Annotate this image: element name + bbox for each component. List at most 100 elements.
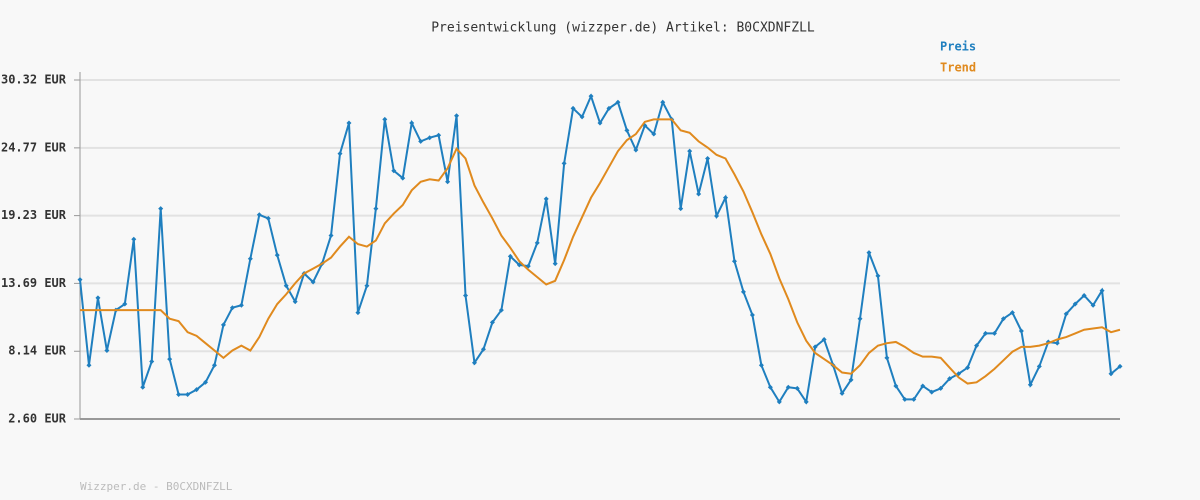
point-marker	[1072, 301, 1078, 307]
point-marker	[687, 148, 693, 154]
point-marker	[624, 127, 630, 133]
point-marker	[364, 283, 370, 289]
point-marker	[884, 355, 890, 361]
point-marker	[561, 160, 567, 166]
point-marker	[758, 362, 764, 368]
point-marker	[95, 295, 101, 301]
point-marker	[767, 384, 773, 390]
point-marker	[1063, 311, 1069, 317]
point-marker	[723, 195, 729, 201]
point-marker	[821, 337, 827, 343]
point-marker	[579, 114, 585, 120]
point-marker	[355, 310, 361, 316]
point-marker	[1027, 382, 1033, 388]
point-marker	[597, 120, 603, 126]
point-marker	[436, 132, 442, 138]
point-marker	[651, 131, 657, 137]
point-marker	[194, 387, 200, 393]
point-marker	[714, 213, 720, 219]
point-marker	[418, 138, 424, 144]
point-marker	[705, 156, 711, 162]
point-marker	[220, 322, 226, 328]
point-marker	[534, 240, 540, 246]
point-marker	[454, 113, 460, 119]
point-marker	[229, 305, 235, 311]
point-marker	[1054, 340, 1060, 346]
point-marker	[911, 396, 917, 402]
y-tick-label: 8.14 EUR	[8, 344, 67, 358]
point-marker	[122, 301, 128, 307]
point-marker	[839, 390, 845, 396]
point-marker	[409, 120, 415, 126]
point-marker	[696, 191, 702, 197]
point-marker	[274, 252, 280, 258]
y-tick-label: 2.60 EUR	[8, 412, 67, 426]
series-line	[80, 118, 1121, 385]
point-marker	[140, 384, 146, 390]
point-marker	[480, 346, 486, 352]
point-marker	[471, 360, 477, 366]
point-marker	[740, 289, 746, 295]
point-marker	[588, 93, 594, 99]
point-marker	[1099, 288, 1105, 294]
point-marker	[794, 385, 800, 391]
point-marker	[203, 379, 209, 385]
point-marker	[373, 206, 379, 212]
point-marker	[489, 319, 495, 325]
point-marker	[866, 250, 872, 256]
point-marker	[615, 99, 621, 105]
point-marker	[857, 316, 863, 322]
point-marker	[974, 343, 980, 349]
point-marker	[965, 365, 971, 371]
point-marker	[803, 399, 809, 405]
point-marker	[1108, 371, 1114, 377]
point-marker	[902, 396, 908, 402]
point-marker	[391, 168, 397, 174]
point-marker	[938, 385, 944, 391]
point-marker	[86, 362, 92, 368]
point-marker	[427, 135, 433, 141]
point-marker	[1018, 328, 1024, 334]
point-marker	[265, 215, 271, 221]
point-marker	[660, 99, 666, 105]
point-marker	[812, 344, 818, 350]
point-marker	[1036, 363, 1042, 369]
point-marker	[749, 312, 755, 318]
point-marker	[176, 392, 182, 398]
point-marker	[238, 302, 244, 308]
point-marker	[1009, 310, 1015, 316]
point-marker	[256, 212, 262, 218]
point-marker	[1117, 363, 1123, 369]
y-tick-label: 30.32 EUR	[1, 73, 67, 87]
point-marker	[185, 392, 191, 398]
point-marker	[211, 362, 217, 368]
point-marker	[848, 377, 854, 383]
point-marker	[445, 179, 451, 185]
point-marker	[785, 384, 791, 390]
point-marker	[731, 258, 737, 264]
point-marker	[149, 359, 155, 365]
footer: Wizzper.de - B0CXDNFZLL	[80, 480, 233, 493]
point-marker	[947, 376, 953, 382]
point-marker	[247, 256, 253, 262]
point-marker	[776, 399, 782, 405]
point-marker	[983, 330, 989, 336]
point-marker	[552, 261, 558, 267]
point-marker	[929, 389, 935, 395]
point-marker	[131, 236, 137, 242]
point-marker	[633, 147, 639, 153]
point-marker	[1090, 302, 1096, 308]
legend-label: Preis	[940, 40, 976, 54]
point-marker	[104, 348, 110, 354]
point-marker	[158, 206, 164, 212]
point-marker	[570, 105, 576, 111]
point-marker	[498, 307, 504, 313]
chart-title: Preisentwicklung (wizzper.de) Artikel: B…	[431, 21, 815, 36]
point-marker	[1000, 316, 1006, 322]
legend-label: Trend	[940, 61, 976, 75]
point-marker	[463, 292, 469, 298]
point-marker	[382, 116, 388, 122]
point-marker	[337, 151, 343, 157]
